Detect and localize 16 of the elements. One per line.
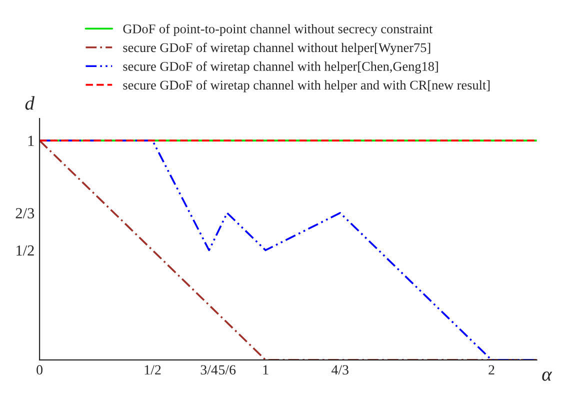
x-tick-label: 2	[488, 365, 494, 374]
y-axis-title: d	[25, 96, 35, 110]
x-tick-label: 4/3	[332, 365, 348, 375]
y-tick-label: 1/2	[16, 245, 34, 256]
x-tick-label: 0	[36, 365, 42, 375]
legend-label: GDoF of point-to-point channel without secrecy constraint	[123, 24, 433, 36]
y-tick-label: 1	[28, 136, 34, 146]
y-tick-label: 2/3	[16, 208, 34, 218]
x-axis-title: α	[542, 371, 552, 381]
legend-label: secure GDoF of wiretap channel without helper[Wyner75]	[123, 42, 430, 55]
x-tick-label: 1	[263, 365, 268, 374]
x-tick-label: 3/4	[200, 365, 218, 375]
legend-label: secure GDoF of wiretap channel with helper[Chen,Geng18]	[123, 61, 438, 74]
x-tick-label: 5/6	[219, 365, 236, 375]
x-tick-label: 1/2	[144, 365, 161, 375]
legend-label: secure GDoF of wiretap channel with helper and with CR[new result]	[123, 80, 490, 92]
